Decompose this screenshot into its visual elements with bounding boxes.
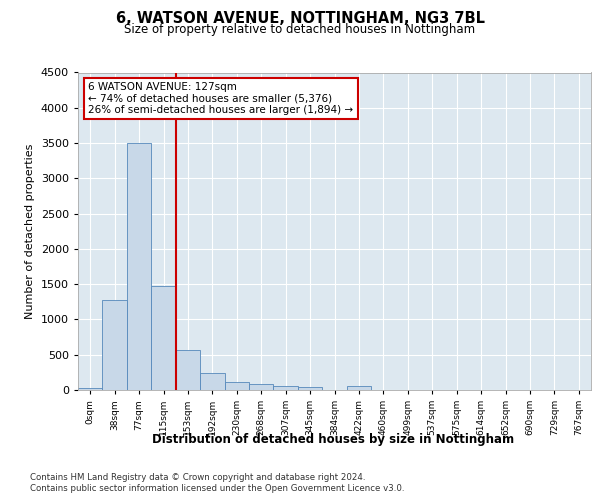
Text: 6 WATSON AVENUE: 127sqm
← 74% of detached houses are smaller (5,376)
26% of semi: 6 WATSON AVENUE: 127sqm ← 74% of detache… <box>88 82 353 115</box>
Bar <box>78 388 103 390</box>
Y-axis label: Number of detached properties: Number of detached properties <box>25 144 35 319</box>
Bar <box>176 350 200 390</box>
Text: Contains HM Land Registry data © Crown copyright and database right 2024.: Contains HM Land Registry data © Crown c… <box>30 472 365 482</box>
Bar <box>151 286 176 390</box>
Bar <box>298 387 322 390</box>
Text: Distribution of detached houses by size in Nottingham: Distribution of detached houses by size … <box>152 432 514 446</box>
Bar <box>249 384 274 390</box>
Text: Contains public sector information licensed under the Open Government Licence v3: Contains public sector information licen… <box>30 484 404 493</box>
Text: Size of property relative to detached houses in Nottingham: Size of property relative to detached ho… <box>124 22 476 36</box>
Bar <box>224 382 249 390</box>
Bar <box>127 143 151 390</box>
Bar <box>200 374 224 390</box>
Text: 6, WATSON AVENUE, NOTTINGHAM, NG3 7BL: 6, WATSON AVENUE, NOTTINGHAM, NG3 7BL <box>115 11 485 26</box>
Bar <box>347 386 371 390</box>
Bar <box>274 386 298 390</box>
Bar <box>103 300 127 390</box>
